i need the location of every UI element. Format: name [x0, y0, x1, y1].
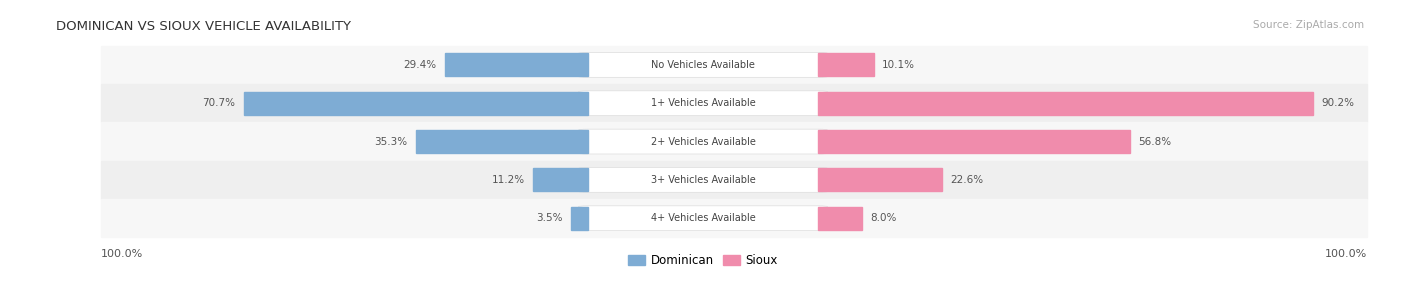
FancyBboxPatch shape	[578, 53, 828, 77]
Text: 100.0%: 100.0%	[1324, 249, 1367, 259]
Text: 1+ Vehicles Available: 1+ Vehicles Available	[651, 98, 755, 108]
Text: DOMINICAN VS SIOUX VEHICLE AVAILABILITY: DOMINICAN VS SIOUX VEHICLE AVAILABILITY	[56, 20, 352, 33]
Text: 2+ Vehicles Available: 2+ Vehicles Available	[651, 137, 755, 146]
Text: 100.0%: 100.0%	[101, 249, 143, 259]
Text: 90.2%: 90.2%	[1322, 98, 1354, 108]
Text: No Vehicles Available: No Vehicles Available	[651, 60, 755, 70]
FancyBboxPatch shape	[578, 168, 828, 192]
FancyBboxPatch shape	[578, 129, 828, 154]
Text: 70.7%: 70.7%	[202, 98, 235, 108]
Text: 10.1%: 10.1%	[882, 60, 915, 70]
Text: 3+ Vehicles Available: 3+ Vehicles Available	[651, 175, 755, 185]
Text: 3.5%: 3.5%	[536, 213, 562, 223]
Text: 29.4%: 29.4%	[404, 60, 436, 70]
Text: 8.0%: 8.0%	[870, 213, 897, 223]
Legend: Dominican, Sioux: Dominican, Sioux	[623, 249, 783, 271]
Text: 4+ Vehicles Available: 4+ Vehicles Available	[651, 213, 755, 223]
Text: 22.6%: 22.6%	[950, 175, 984, 185]
Text: Source: ZipAtlas.com: Source: ZipAtlas.com	[1253, 20, 1364, 30]
Text: 11.2%: 11.2%	[492, 175, 524, 185]
Text: 56.8%: 56.8%	[1139, 137, 1171, 146]
Text: 35.3%: 35.3%	[374, 137, 408, 146]
FancyBboxPatch shape	[578, 91, 828, 116]
FancyBboxPatch shape	[578, 206, 828, 231]
